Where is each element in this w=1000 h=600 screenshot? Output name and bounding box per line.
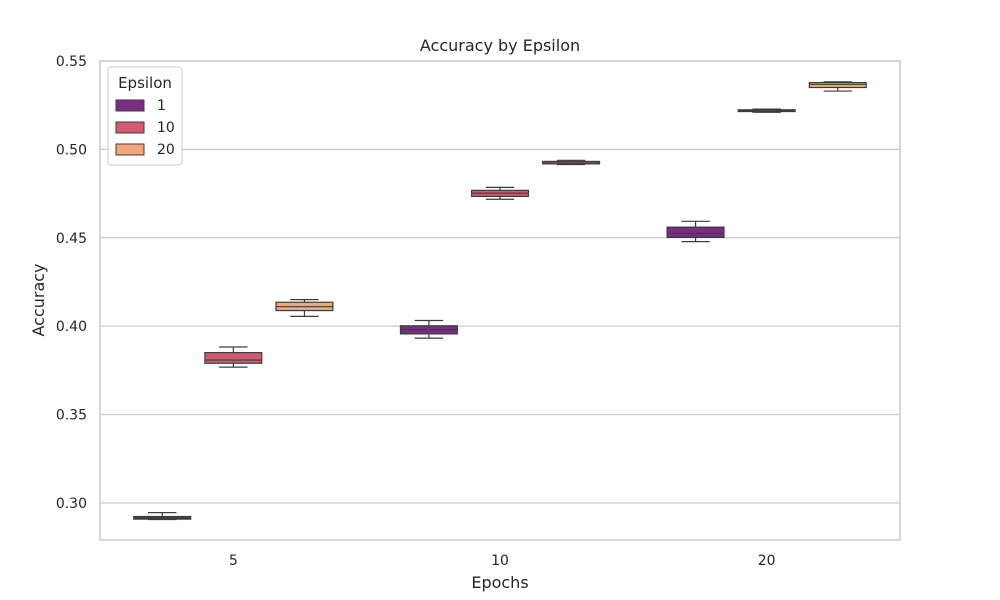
x-tick-label: 5 bbox=[229, 553, 238, 569]
legend-title: Epsilon bbox=[118, 74, 172, 92]
chart-title: Accuracy by Epsilon bbox=[420, 36, 580, 55]
x-ticks: 5 10 20 bbox=[229, 553, 776, 569]
legend-label: 10 bbox=[157, 120, 175, 136]
y-tick-label: 0.45 bbox=[56, 231, 87, 247]
box-10-10 bbox=[470, 186, 530, 200]
box-body bbox=[204, 352, 263, 364]
box-1-5 bbox=[133, 512, 192, 521]
legend-item-1: 1 bbox=[115, 98, 166, 114]
box-20-10 bbox=[542, 159, 601, 166]
box-body bbox=[808, 81, 867, 89]
y-axis-label: Accuracy bbox=[29, 263, 48, 336]
legend-swatch bbox=[115, 99, 145, 112]
y-tick-label: 0.30 bbox=[56, 496, 87, 512]
x-tick-label: 10 bbox=[491, 553, 509, 569]
y-tick-label: 0.50 bbox=[56, 142, 87, 158]
y-tick-label: 0.35 bbox=[56, 408, 87, 424]
y-tick-label: 0.55 bbox=[56, 54, 87, 70]
legend-label: 20 bbox=[157, 142, 175, 158]
legend: Epsilon 1 10 20 bbox=[107, 66, 183, 166]
y-tick-label: 0.40 bbox=[56, 319, 87, 335]
x-axis-label: Epochs bbox=[471, 573, 528, 592]
legend-items: 1 10 20 bbox=[115, 98, 175, 158]
legend-item-10: 10 bbox=[115, 120, 175, 136]
legend-frame bbox=[107, 66, 183, 166]
box-body bbox=[666, 226, 725, 238]
legend-swatch bbox=[115, 121, 145, 134]
legend-swatch bbox=[115, 143, 145, 156]
plot-frame bbox=[99, 60, 901, 541]
box-10-5 bbox=[204, 346, 263, 368]
box-10-20 bbox=[737, 108, 796, 113]
x-tick-label: 20 bbox=[758, 553, 776, 569]
box-1-10 bbox=[399, 319, 458, 339]
y-ticks: 0.30 0.35 0.40 0.45 0.50 0.55 bbox=[56, 54, 87, 512]
legend-label: 1 bbox=[157, 98, 166, 114]
boxes bbox=[133, 81, 867, 521]
box-20-5 bbox=[275, 299, 334, 318]
legend-item-20: 20 bbox=[115, 142, 175, 158]
box-20-20 bbox=[808, 81, 867, 92]
box-1-20 bbox=[666, 220, 725, 243]
